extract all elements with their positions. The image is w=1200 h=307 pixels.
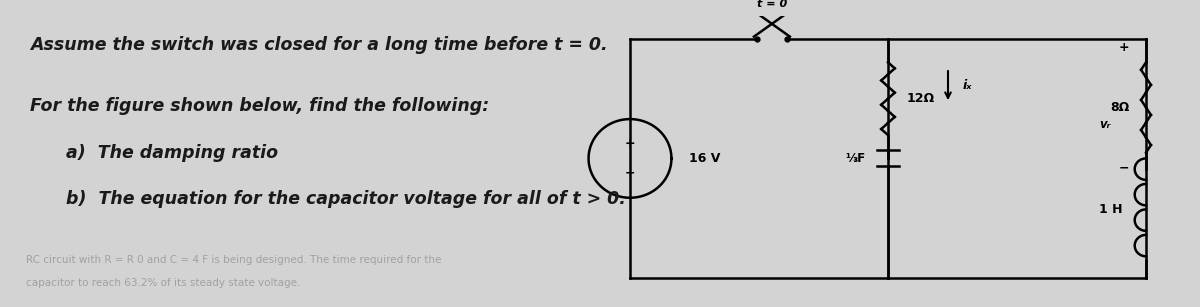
Text: +: +: [1118, 41, 1129, 53]
Text: For the figure shown below, find the following:: For the figure shown below, find the fol…: [30, 97, 490, 115]
Text: RC circuit with R = R 0 and C = 4 F is being designed. The time required for the: RC circuit with R = R 0 and C = 4 F is b…: [0, 255, 442, 265]
Text: iₓ: iₓ: [962, 79, 972, 92]
Text: 12Ω: 12Ω: [907, 92, 935, 105]
Text: −: −: [1118, 161, 1129, 174]
Text: 1 H: 1 H: [1099, 203, 1123, 216]
Text: a)  The damping ratio: a) The damping ratio: [66, 144, 278, 162]
Text: ⅓F: ⅓F: [845, 152, 865, 165]
Text: Assume the switch was closed for a long time before t = 0.: Assume the switch was closed for a long …: [30, 36, 607, 54]
Text: vᵣ: vᵣ: [1099, 119, 1111, 131]
Text: b)  The equation for the capacitor voltage for all of t > 0.: b) The equation for the capacitor voltag…: [66, 190, 626, 208]
Text: 8Ω: 8Ω: [1110, 101, 1129, 114]
Text: capacitor to reach 63.2% of its steady state voltage.: capacitor to reach 63.2% of its steady s…: [0, 278, 300, 288]
Text: t = 0: t = 0: [757, 0, 787, 9]
Text: −: −: [625, 167, 635, 180]
Text: 16 V: 16 V: [690, 152, 721, 165]
Text: +: +: [625, 137, 635, 150]
